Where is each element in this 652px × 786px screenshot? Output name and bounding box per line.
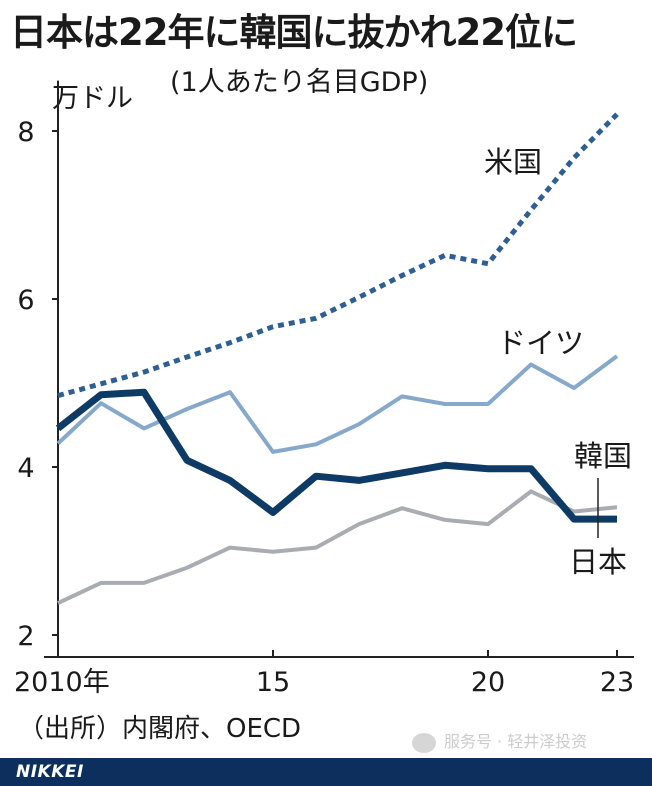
y-axis-unit-label: 万ドル [52, 83, 133, 114]
series-label-germany: ドイツ [497, 326, 584, 360]
y-tick-label: 6 [17, 285, 34, 316]
footer-bar: NIKKEI [0, 758, 652, 786]
watermark-text: 服务号 · 轻井泽投资 [444, 732, 588, 751]
nikkei-logo: NIKKEI [16, 762, 84, 782]
source-note: （出所）内閣府、OECD [18, 714, 302, 744]
x-tick-label: 2010年 [14, 667, 110, 698]
wechat-icon [412, 732, 436, 753]
x-tick-label: 23 [600, 667, 634, 698]
series-line-korea [57, 489, 618, 605]
y-tick-label: 2 [17, 621, 34, 652]
y-tick-label: 8 [17, 117, 34, 148]
y-tick-label: 4 [17, 453, 34, 484]
series-line-japan [55, 388, 617, 523]
series-label-usa: 米国 [484, 145, 542, 179]
chart-subtitle: (1人あたり名目GDP) [170, 67, 429, 98]
watermark: 服务号 · 轻井泽投资 [412, 728, 587, 753]
series-label-japan: 日本 [569, 545, 627, 579]
series-label-korea: 韓国 [574, 439, 632, 473]
series-line-germany [56, 354, 619, 454]
x-tick-label: 20 [471, 667, 505, 698]
chart-title: 日本は22年に韓国に抜かれ22位に [10, 11, 578, 54]
x-tick-label: 15 [256, 667, 290, 698]
